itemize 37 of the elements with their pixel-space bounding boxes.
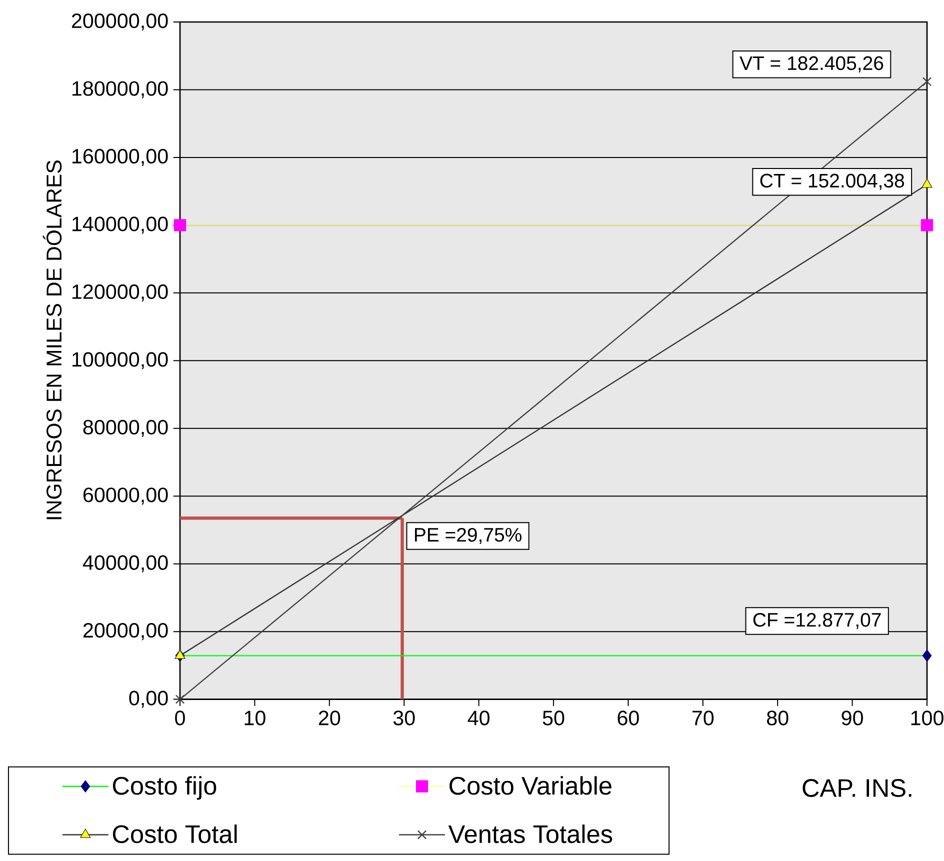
x-tick-label: 90: [842, 710, 863, 726]
point: [175, 694, 185, 704]
legend-label: Costo Variable: [450, 776, 612, 795]
x-tick-label: 0: [175, 710, 185, 726]
y-tick-label: 200000,00: [72, 13, 168, 31]
x-tick-label: 100: [911, 710, 944, 726]
point: [922, 76, 932, 86]
legend-label: Costo Total: [112, 824, 237, 844]
y-tick-label: 20000,00: [83, 623, 168, 640]
y-tick-label: 140000,00: [72, 216, 168, 234]
y-tick-label: 180000,00: [72, 81, 168, 98]
legend-label: Ventas Totales: [448, 824, 612, 844]
annotation: CT = 152.004,38: [760, 174, 904, 190]
annotation: CF =12.877,07: [753, 612, 881, 630]
x-tick-label: 30: [393, 710, 415, 726]
x-tick-label: 60: [618, 710, 639, 726]
y-tick-label: 80000,00: [83, 420, 168, 437]
y-tick-label: 40000,00: [82, 555, 168, 572]
y-tick-label: 60000,00: [83, 488, 168, 505]
x-tick-label: 20: [318, 710, 340, 726]
y-tick-label: 160000,00: [72, 148, 168, 166]
point: [920, 219, 934, 232]
x-tick-label: 70: [692, 710, 714, 726]
y-tick-label: 120000,00: [72, 284, 168, 302]
point: [922, 650, 932, 662]
y-axis-title: INGRESOS EN MILES DE DÓLARES: [42, 160, 62, 520]
x-axis-title: CAP. INS.: [802, 779, 912, 797]
x-tick-label: 50: [542, 710, 564, 726]
x-tick-label: 40: [468, 710, 490, 726]
x-tick-label: 80: [767, 710, 788, 726]
ref-line-label: PE =29,75%: [414, 528, 522, 544]
y-tick-label: 100000,00: [72, 352, 168, 370]
point: [174, 219, 186, 232]
annotation: VT = 182.405,26: [740, 56, 884, 72]
y-tick-label: 0,00: [129, 690, 168, 708]
legend-label: Costo fijo: [112, 776, 216, 800]
x-tick-label: 10: [244, 710, 266, 726]
